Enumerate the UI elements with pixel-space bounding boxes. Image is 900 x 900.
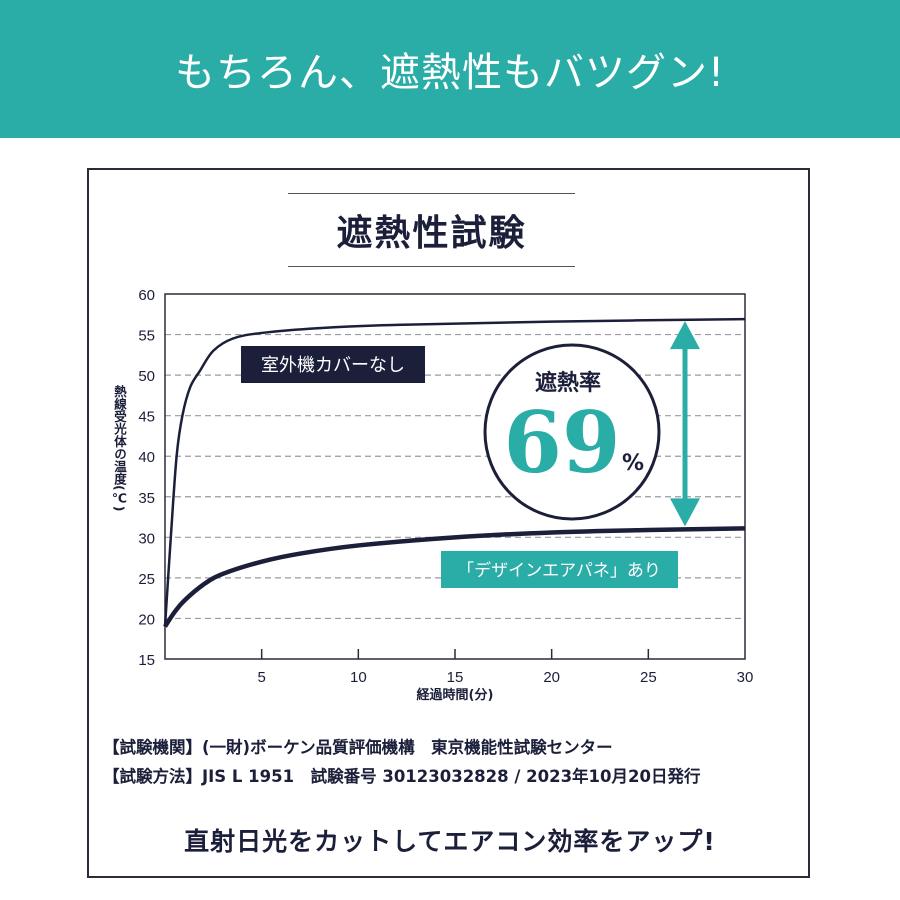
- chart-frame: [87, 168, 810, 878]
- chart-title: 遮熱性試験: [288, 193, 575, 267]
- x-tick-label: 15: [447, 669, 464, 686]
- arrow-down-icon: [670, 498, 700, 527]
- series-line-with-panel: [163, 526, 746, 628]
- x-tick-label: 30: [737, 669, 754, 686]
- y-tick-label: 25: [138, 571, 155, 588]
- x-tick-label: 25: [640, 669, 657, 686]
- y-tick-label: 60: [138, 287, 155, 304]
- y-tick-label: 20: [138, 611, 155, 628]
- label-box-no-cover: [241, 346, 425, 383]
- y-tick-label: 40: [138, 449, 155, 466]
- banner-text: もちろん、遮熱性もバツグン!: [174, 50, 726, 96]
- reduction-label: 遮熱率: [535, 370, 601, 396]
- y-tick-label: 30: [138, 530, 155, 547]
- series-line-no-cover: [163, 317, 746, 627]
- slogan: 直射日光をカットしてエアコン効率をアップ!: [184, 827, 716, 856]
- x-axis-label: 経過時間(分): [417, 687, 494, 703]
- label-no-cover: 室外機カバーなし: [261, 355, 405, 376]
- test-method-note: 【試験方法】JIS L 1951 試験番号 30123032828 / 2023…: [103, 767, 701, 786]
- reduction-value: 69: [504, 393, 621, 492]
- y-tick-label: 55: [138, 328, 155, 345]
- label-box-with-panel: [441, 551, 678, 588]
- y-axis-label: 熱線受光体の温度(℃): [112, 385, 127, 512]
- label-with-panel: 「デザインエアパネ」あり: [457, 560, 661, 581]
- y-tick-label: 45: [138, 409, 155, 426]
- x-tick-label: 10: [350, 669, 367, 686]
- y-tick-label: 35: [138, 490, 155, 507]
- arrow-up-icon: [670, 321, 700, 350]
- x-tick-label: 20: [543, 669, 560, 686]
- reduction-circle: [483, 343, 661, 521]
- y-tick-label: 50: [138, 368, 155, 385]
- test-institution-note: 【試験機関】(一財)ボーケン品質評価機構 東京機能性試験センター: [103, 738, 613, 757]
- chart-title-text: 遮熱性試験: [336, 213, 527, 254]
- y-tick-label: 15: [138, 652, 155, 669]
- reduction-unit: %: [622, 451, 644, 476]
- header-banner: もちろん、遮熱性もバツグン!: [0, 0, 900, 138]
- x-tick-label: 5: [257, 669, 265, 686]
